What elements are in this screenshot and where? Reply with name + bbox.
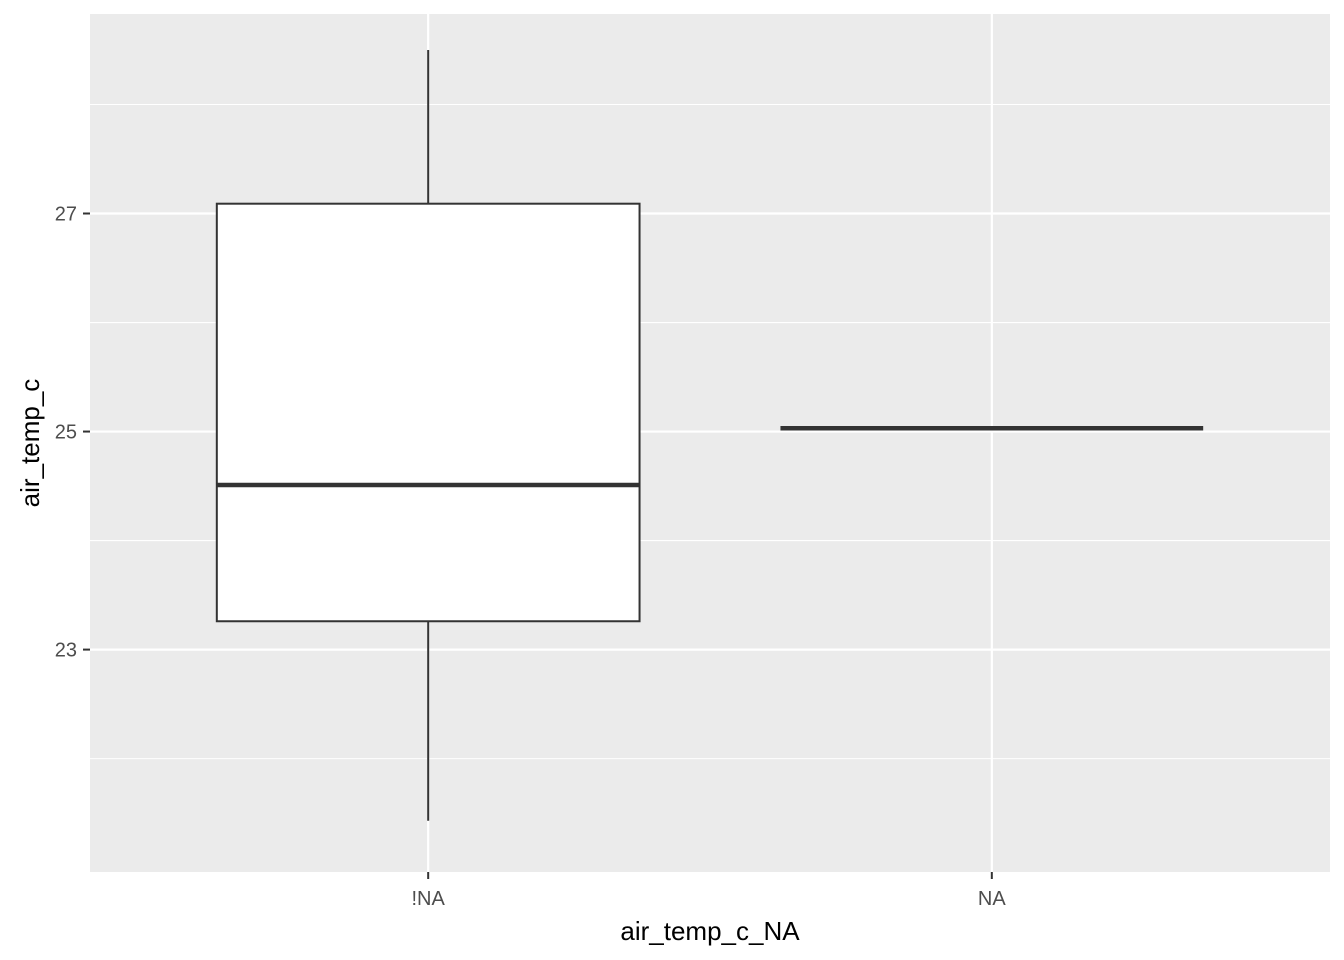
x-tick-label: NA: [978, 888, 1006, 910]
boxes: [215, 49, 1204, 821]
x-axis-title: air_temp_c_NA: [620, 916, 800, 946]
x-tick-label: !NA: [412, 888, 446, 910]
y-tick-label: 25: [55, 422, 77, 444]
y-axis-title: air_temp_c: [15, 379, 45, 508]
y-tick-label: 27: [55, 204, 77, 226]
y-tick-label: 23: [55, 640, 77, 662]
iqr-box: [215, 202, 641, 623]
axis-ticks: 23 25 27 !NA NA: [55, 204, 1007, 910]
box-!NA: [215, 49, 641, 821]
